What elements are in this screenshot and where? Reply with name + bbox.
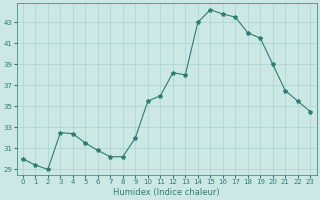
X-axis label: Humidex (Indice chaleur): Humidex (Indice chaleur) (113, 188, 220, 197)
